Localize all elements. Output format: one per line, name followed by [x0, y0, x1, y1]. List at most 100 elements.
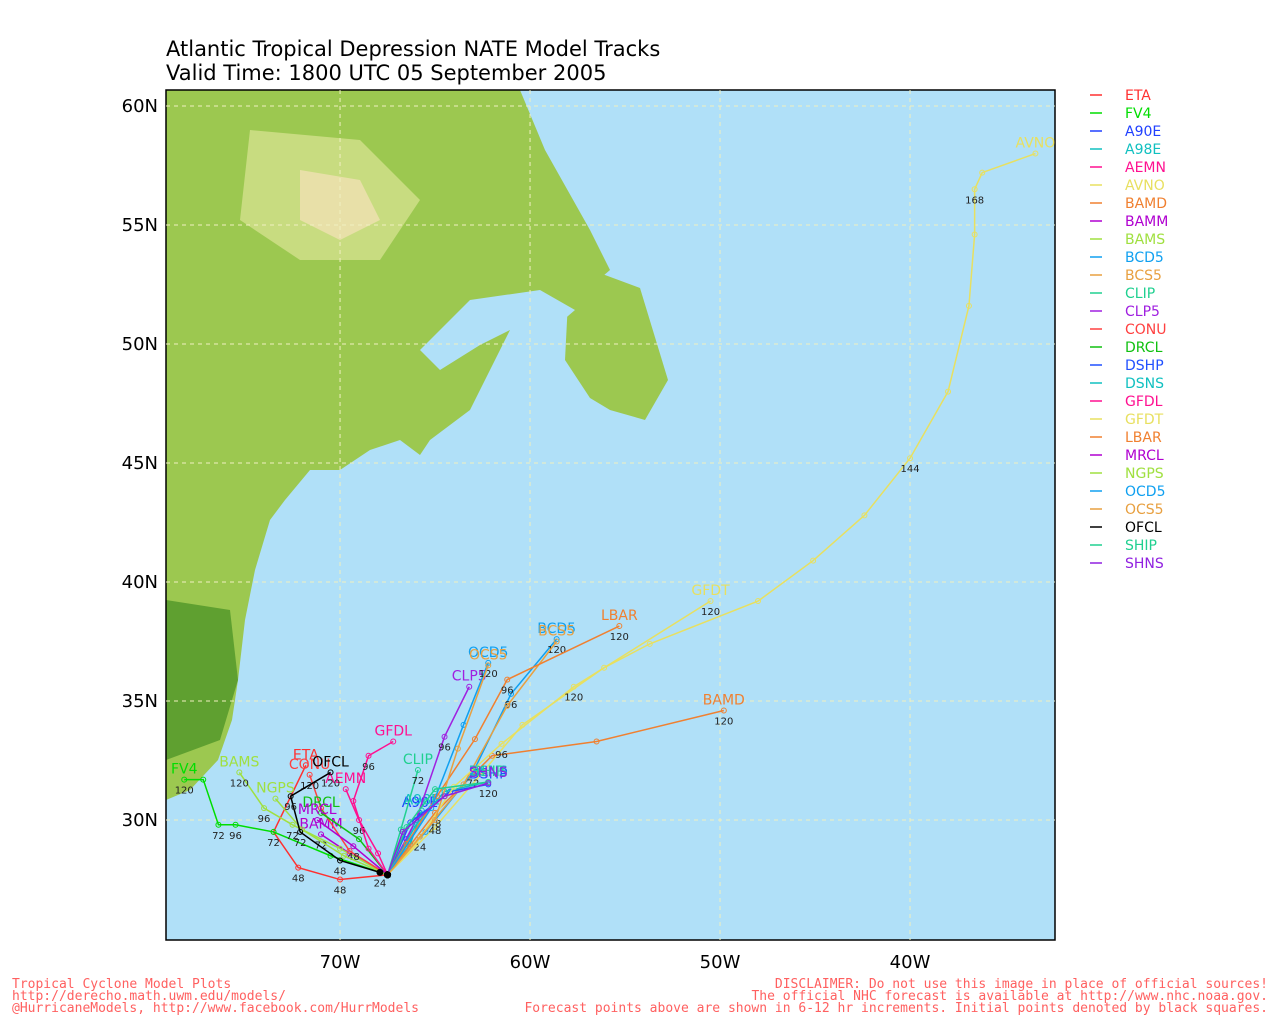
forecast-hour: 96: [284, 802, 297, 813]
track-label: ETA: [293, 747, 319, 763]
track-point: [432, 824, 439, 831]
track-point: [337, 876, 344, 883]
forecast-hour: 120: [701, 607, 720, 618]
legend-entry: GFDL: [1125, 394, 1163, 410]
legend-entry: A98E: [1125, 142, 1161, 158]
forecast-hour: 72: [294, 838, 307, 849]
track-point: [365, 752, 372, 759]
track-point: [454, 745, 461, 752]
track-point: [646, 640, 653, 647]
track: [386, 625, 620, 876]
track-point: [181, 776, 188, 783]
lat-tick-label: 30N: [122, 810, 158, 831]
track-point: [432, 817, 439, 824]
track-point: [232, 821, 239, 828]
title: Atlantic Tropical Depression NATE Model …: [166, 37, 660, 61]
track-point: [707, 598, 714, 605]
track-point: [356, 836, 363, 843]
forecast-hour: 72: [315, 840, 328, 851]
forecast-hour: 96: [501, 686, 514, 697]
forecast-hour: 120: [175, 786, 194, 797]
track-point: [498, 740, 505, 747]
forecast-hour: 48: [347, 852, 360, 863]
legend-entry: DRCL: [1125, 340, 1163, 356]
forecast-hour: 96: [495, 750, 508, 761]
lon-tick-label: 60W: [510, 952, 551, 973]
legend-entry: ETA: [1125, 88, 1151, 104]
legend-entry: OFCL: [1125, 520, 1162, 536]
track-point: [399, 828, 406, 835]
land: [166, 90, 668, 800]
track-point: [295, 864, 302, 871]
track: [274, 798, 388, 876]
track-point: [302, 762, 309, 769]
forecast-hour: 96: [229, 831, 242, 842]
legend-entry: MRCL: [1125, 448, 1164, 464]
track-label: SHNS: [469, 765, 508, 781]
track-point: [504, 676, 511, 683]
forecast-hour: 120: [714, 717, 733, 728]
track-point: [314, 817, 321, 824]
forecast-hour: 96: [362, 762, 375, 773]
legend-entry: AEMN: [1125, 160, 1166, 176]
track-point: [441, 733, 448, 740]
track-point: [432, 786, 439, 793]
track-point: [342, 786, 349, 793]
track: [345, 788, 389, 876]
map-frame: [165, 89, 1056, 941]
track: [386, 782, 489, 876]
track-label: CLIP: [403, 752, 433, 768]
footer-right: The official NHC forecast is available a…: [751, 989, 1268, 1004]
track-point: [306, 771, 313, 778]
track-point: [350, 843, 357, 850]
track: [289, 771, 381, 874]
track-label: AEMN: [325, 771, 366, 787]
lat-tick-label: 60N: [122, 96, 158, 117]
track-point: [601, 664, 608, 671]
forecast-hour: 72: [267, 838, 280, 849]
forecast-hour: 120: [564, 693, 583, 704]
track-label: BCD5: [537, 621, 576, 637]
forecast-hour: 120: [547, 645, 566, 656]
forecast-hour: 96: [353, 826, 366, 837]
lon-tick-label: 40W: [890, 952, 931, 973]
track-point: [200, 776, 207, 783]
forecast-hour: 120: [230, 778, 249, 789]
track-point: [365, 845, 372, 852]
forecast-hour: 48: [334, 886, 347, 897]
track: [184, 778, 388, 876]
track-label: AVNO: [1016, 136, 1056, 152]
legend-entry: A90E: [1125, 124, 1161, 140]
track-label: FV4: [171, 762, 198, 778]
subtitle: Valid Time: 1800 UTC 05 September 2005: [166, 61, 606, 85]
track-point: [553, 638, 560, 645]
track: [386, 686, 470, 876]
track-point: [1032, 150, 1039, 157]
legend-entry: CLP5: [1125, 304, 1160, 320]
legend-entry: FV4: [1125, 106, 1152, 122]
legend-entry: SHNS: [1125, 556, 1164, 572]
forecast-hour: 144: [900, 464, 919, 475]
track: [308, 774, 388, 876]
track-label: CLP5: [452, 669, 487, 685]
track-point: [289, 821, 296, 828]
track-point: [297, 828, 304, 835]
legend-entry: OCD5: [1125, 484, 1165, 500]
lat-tick-label: 35N: [122, 691, 158, 712]
legend-entry: DSNS: [1125, 376, 1164, 392]
track-point: [384, 871, 392, 879]
track: [386, 665, 489, 876]
forecast-hour: 48: [429, 826, 442, 837]
forecast-hour: 72: [212, 831, 225, 842]
track-label: DRCL: [302, 795, 340, 811]
track-point: [971, 186, 978, 193]
lon-tick-label: 50W: [700, 952, 741, 973]
track-point: [375, 850, 382, 857]
track: [386, 662, 489, 876]
forecast-hour: 120: [479, 669, 498, 680]
track: [386, 769, 419, 875]
legend-entry: BAMS: [1125, 232, 1165, 248]
track-point: [485, 662, 492, 669]
forecast-hour: 120: [300, 781, 319, 792]
track-point: [390, 738, 397, 745]
